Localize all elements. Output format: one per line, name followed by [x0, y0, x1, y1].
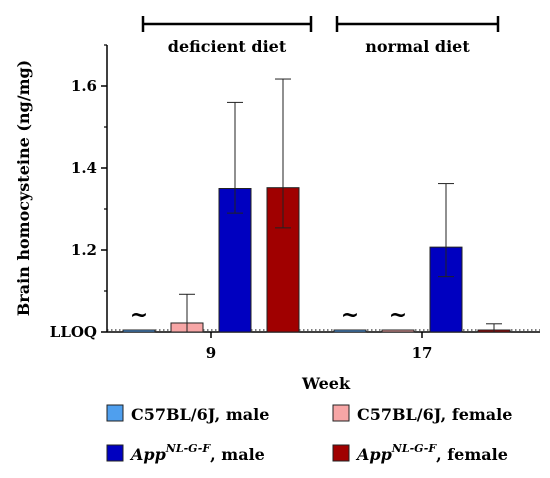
legend-swatch [106, 444, 124, 462]
bar [122, 329, 156, 333]
below-lloq-tilde: ~ [389, 302, 407, 328]
legend-swatch [332, 404, 350, 422]
x-tick-label: 17 [412, 344, 433, 362]
x-axis-title: Week [301, 374, 351, 393]
x-tick-label: 9 [206, 344, 216, 362]
legend-swatch [332, 444, 350, 462]
axes: LLOQ 1.2 1.4 1.6 9 17 Week Brain homocysteine (… [14, 44, 540, 393]
below-lloq-tilde: ~ [130, 302, 148, 328]
bar-layer [122, 187, 511, 333]
legend-label: AppNL-G-F, female [355, 442, 508, 464]
legend-label: C57BL/6J, female [357, 405, 512, 424]
group-label: normal diet [365, 37, 470, 56]
bar [333, 329, 367, 333]
legend-swatch [106, 404, 124, 422]
legend: C57BL/6J, male C57BL/6J, female AppNL-G-F,… [106, 404, 512, 464]
y-tick-label: 1.6 [71, 77, 97, 95]
y-tick-label: LLOQ [50, 323, 97, 341]
legend-label: AppNL-G-F, male [129, 442, 265, 464]
below-lloq-tilde: ~ [341, 302, 359, 328]
y-axis-title: Brain homocysteine (ng/mg) [14, 60, 33, 317]
below-lloq-markers: ~ ~ ~ [130, 302, 407, 328]
y-tick-label: 1.4 [71, 159, 97, 177]
group-brackets: deficient diet normal diet [141, 16, 500, 56]
bar [381, 329, 415, 333]
error-bar-layer [179, 78, 502, 333]
group-label: deficient diet [168, 37, 287, 56]
y-tick-label: 1.2 [71, 241, 97, 259]
legend-label: C57BL/6J, male [131, 405, 269, 424]
